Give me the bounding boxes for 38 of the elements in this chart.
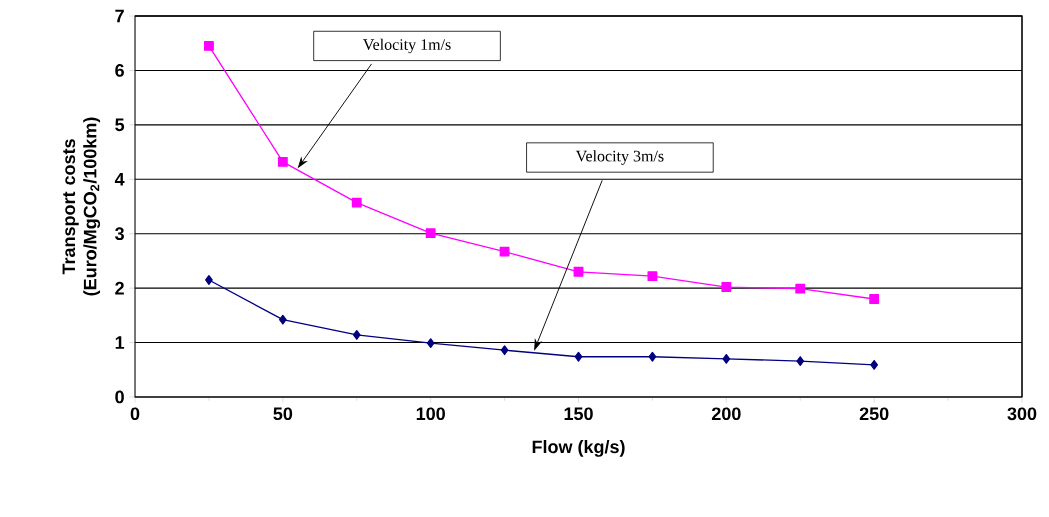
point [205,275,213,285]
x-tick-label: 250 [859,407,889,421]
y-tick-label: 2 [115,281,124,295]
point [351,197,362,208]
point [499,246,510,257]
annotation: Velocity 3m/s [575,150,664,165]
point [425,228,436,239]
point [796,356,805,366]
y-tick-label: 7 [115,9,124,23]
x-tick-label: 150 [564,407,593,421]
x-tick-label: 100 [416,407,445,421]
x-tick-label: 0 [130,407,140,421]
x-tick-label: 300 [1007,407,1037,421]
x-axis-title: Flow (kg/s) [532,439,625,457]
point [574,351,583,362]
point [721,282,732,292]
point [648,351,657,362]
point [870,359,879,370]
annotation: Velocity 1m/s [362,38,451,54]
point [277,156,288,167]
y-tick-label: 0 [115,390,124,404]
y-tick-label: 4 [114,173,125,186]
y-tick-label: 6 [115,64,124,77]
point [426,338,435,349]
point [203,41,214,51]
y-tick-label: 3 [115,227,124,241]
point [573,266,584,277]
y-tick-label: 5 [115,118,125,132]
point [278,314,287,325]
x-tick-label: 50 [273,407,293,421]
point [647,271,658,282]
x-tick-label: 200 [711,407,741,421]
point [500,345,509,356]
point [795,283,806,294]
point [869,294,880,304]
y-tick-label: 1 [115,336,125,349]
point [352,330,361,340]
point [722,353,731,364]
